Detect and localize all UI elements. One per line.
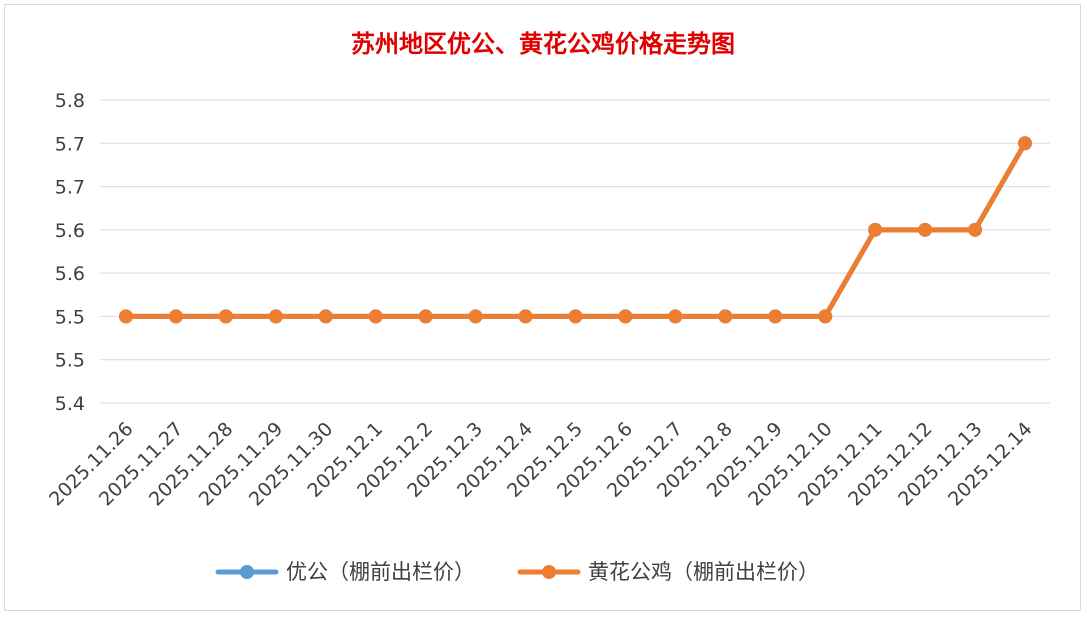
y-tick-label: 5.8 — [55, 90, 85, 112]
data-point — [818, 309, 833, 324]
legend-item-1: 优公（棚前出栏价） — [215, 560, 475, 584]
data-point — [418, 309, 433, 324]
y-tick-label: 5.7 — [55, 177, 85, 199]
y-axis-ticks: 5.8 5.7 5.7 5.6 5.6 5.5 5.5 5.4 — [55, 90, 85, 415]
y-tick-label: 5.6 — [55, 263, 85, 285]
data-point — [768, 309, 783, 324]
y-tick-label: 5.7 — [55, 133, 85, 155]
data-point — [168, 309, 183, 324]
legend-marker — [240, 565, 254, 579]
legend-marker — [542, 565, 556, 579]
legend-item-2: 黄花公鸡（棚前出栏价） — [517, 560, 819, 584]
data-point — [868, 222, 883, 237]
gridlines — [100, 99, 1050, 404]
data-point — [318, 309, 333, 324]
x-axis-ticks: 2025.11.262025.11.272025.11.282025.11.29… — [45, 418, 1036, 510]
data-point — [668, 309, 683, 324]
y-tick-label: 5.4 — [55, 393, 85, 415]
data-point — [268, 309, 283, 324]
data-point — [968, 222, 983, 237]
series-group — [119, 136, 1032, 324]
data-point — [1018, 136, 1032, 151]
data-point — [918, 222, 933, 237]
series-2 — [119, 136, 1032, 324]
y-tick-label: 5.5 — [55, 350, 85, 372]
chart-title: 苏州地区优公、黄花公鸡价格走势图 — [351, 29, 735, 58]
data-point — [368, 309, 383, 324]
data-point — [718, 309, 733, 324]
data-point — [468, 309, 483, 324]
chart-frame — [4, 4, 1081, 611]
legend: 优公（棚前出栏价） 黄花公鸡（棚前出栏价） — [215, 560, 819, 584]
data-point — [119, 309, 133, 324]
legend-label: 黄花公鸡（棚前出栏价） — [588, 560, 819, 584]
y-tick-label: 5.5 — [55, 306, 85, 328]
data-point — [618, 309, 633, 324]
data-point — [568, 309, 583, 324]
legend-label: 优公（棚前出栏价） — [286, 560, 475, 584]
data-point — [218, 309, 233, 324]
data-point — [518, 309, 533, 324]
y-tick-label: 5.6 — [55, 220, 85, 242]
